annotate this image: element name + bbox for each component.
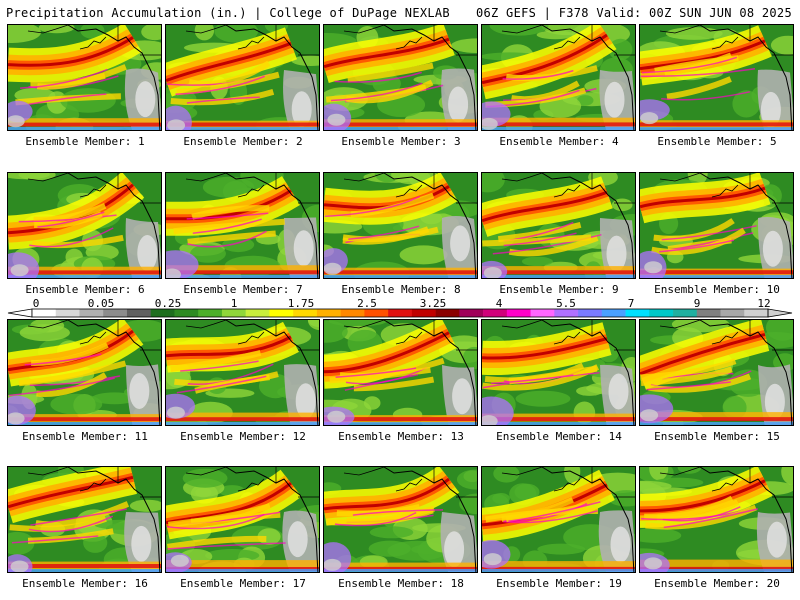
colorbar-swatch xyxy=(174,309,199,317)
colorbar-swatch xyxy=(411,309,436,317)
ensemble-member-label: Ensemble Member: 1 xyxy=(25,135,145,148)
ensemble-member-label: Ensemble Member: 8 xyxy=(341,283,461,296)
colorbar-tick-label: 3.25 xyxy=(419,297,447,310)
colorbar-tick-label: 5.5 xyxy=(556,297,576,310)
precip-colorbar xyxy=(7,308,793,318)
colorbar-tick-label: 0.25 xyxy=(154,297,182,310)
ensemble-member-label: Ensemble Member: 14 xyxy=(496,430,622,443)
colorbar-swatch xyxy=(293,309,318,317)
colorbar-tick-label: 1.75 xyxy=(287,297,315,310)
ensemble-map-panel xyxy=(165,172,320,279)
ensemble-map-panel xyxy=(7,24,162,131)
colorbar-swatch xyxy=(55,309,80,317)
ensemble-map-panel xyxy=(323,319,478,426)
ensemble-map-panel xyxy=(323,172,478,279)
ensemble-map-panel xyxy=(639,466,794,573)
colorbar-swatch xyxy=(601,309,626,317)
colorbar-swatch xyxy=(364,309,389,317)
colorbar-swatch xyxy=(483,309,508,317)
ensemble-map-panel xyxy=(481,172,636,279)
ensemble-map-panel xyxy=(481,466,636,573)
colorbar-swatch xyxy=(506,309,531,317)
ensemble-member-label: Ensemble Member: 20 xyxy=(654,577,780,590)
run-valid-time: 06Z GEFS | F378 Valid: 00Z SUN JUN 08 20… xyxy=(475,6,792,20)
colorbar-max-arrow xyxy=(767,308,793,318)
colorbar-swatch xyxy=(578,309,603,317)
ensemble-map-panel xyxy=(7,172,162,279)
ensemble-member-label: Ensemble Member: 10 xyxy=(654,283,780,296)
colorbar-swatch xyxy=(435,309,460,317)
ensemble-member-label: Ensemble Member: 18 xyxy=(338,577,464,590)
colorbar-tick-label: 12 xyxy=(757,297,771,310)
ensemble-member-label: Ensemble Member: 4 xyxy=(499,135,619,148)
ensemble-member-label: Ensemble Member: 9 xyxy=(499,283,619,296)
ensemble-member-label: Ensemble Member: 6 xyxy=(25,283,145,296)
colorbar-swatch xyxy=(79,309,104,317)
colorbar-swatch xyxy=(673,309,698,317)
colorbar-tick-label: 0 xyxy=(32,297,40,310)
colorbar-swatch xyxy=(340,309,365,317)
ensemble-map-panel xyxy=(639,319,794,426)
ensemble-member-label: Ensemble Member: 3 xyxy=(341,135,461,148)
ensemble-map-panel xyxy=(165,466,320,573)
colorbar-swatch xyxy=(720,309,745,317)
colorbar-outline xyxy=(31,308,769,318)
ensemble-map-panel xyxy=(323,466,478,573)
ensemble-member-label: Ensemble Member: 19 xyxy=(496,577,622,590)
ensemble-member-label: Ensemble Member: 12 xyxy=(180,430,306,443)
colorbar-swatch xyxy=(554,309,579,317)
ensemble-map-panel xyxy=(639,172,794,279)
colorbar-min-arrow xyxy=(7,308,33,318)
ensemble-member-label: Ensemble Member: 15 xyxy=(654,430,780,443)
ensemble-member-label: Ensemble Member: 5 xyxy=(657,135,777,148)
colorbar-swatch xyxy=(530,309,555,317)
colorbar-swatch xyxy=(198,309,223,317)
colorbar-swatch xyxy=(150,309,175,317)
colorbar-tick-label: 0.05 xyxy=(87,297,115,310)
ensemble-member-label: Ensemble Member: 16 xyxy=(22,577,148,590)
ensemble-map-panel xyxy=(7,466,162,573)
colorbar-swatch xyxy=(32,309,57,317)
colorbar-swatch xyxy=(388,309,413,317)
ensemble-map-panel xyxy=(639,24,794,131)
ensemble-member-label: Ensemble Member: 13 xyxy=(338,430,464,443)
colorbar-tick-label: 7 xyxy=(627,297,635,310)
ensemble-member-label: Ensemble Member: 2 xyxy=(183,135,303,148)
colorbar-swatch xyxy=(245,309,270,317)
colorbar-swatch xyxy=(221,309,246,317)
product-title: Precipitation Accumulation (in.) | Colle… xyxy=(6,6,450,20)
colorbar-swatch xyxy=(649,309,674,317)
colorbar-tick-label: 4 xyxy=(495,297,503,310)
ensemble-map-panel xyxy=(7,319,162,426)
ensemble-map-panel xyxy=(323,24,478,131)
colorbar-swatch xyxy=(126,309,152,317)
colorbar-tick-label: 2.5 xyxy=(357,297,377,310)
colorbar-swatch xyxy=(625,309,650,317)
ensemble-map-panel xyxy=(481,24,636,131)
colorbar-swatch xyxy=(696,309,721,317)
colorbar-swatch xyxy=(269,309,294,317)
ensemble-member-label: Ensemble Member: 7 xyxy=(183,283,303,296)
colorbar-swatch xyxy=(744,309,769,317)
ensemble-map-panel xyxy=(165,24,320,131)
colorbar-swatch xyxy=(316,309,341,317)
ensemble-member-label: Ensemble Member: 17 xyxy=(180,577,306,590)
colorbar-swatch xyxy=(103,309,128,317)
colorbar-swatch xyxy=(459,309,484,317)
ensemble-map-panel xyxy=(165,319,320,426)
ensemble-map-panel xyxy=(481,319,636,426)
header: Precipitation Accumulation (in.) | Colle… xyxy=(0,0,800,24)
colorbar-tick-label: 1 xyxy=(230,297,238,310)
ensemble-member-label: Ensemble Member: 11 xyxy=(22,430,148,443)
colorbar-tick-label: 9 xyxy=(693,297,701,310)
